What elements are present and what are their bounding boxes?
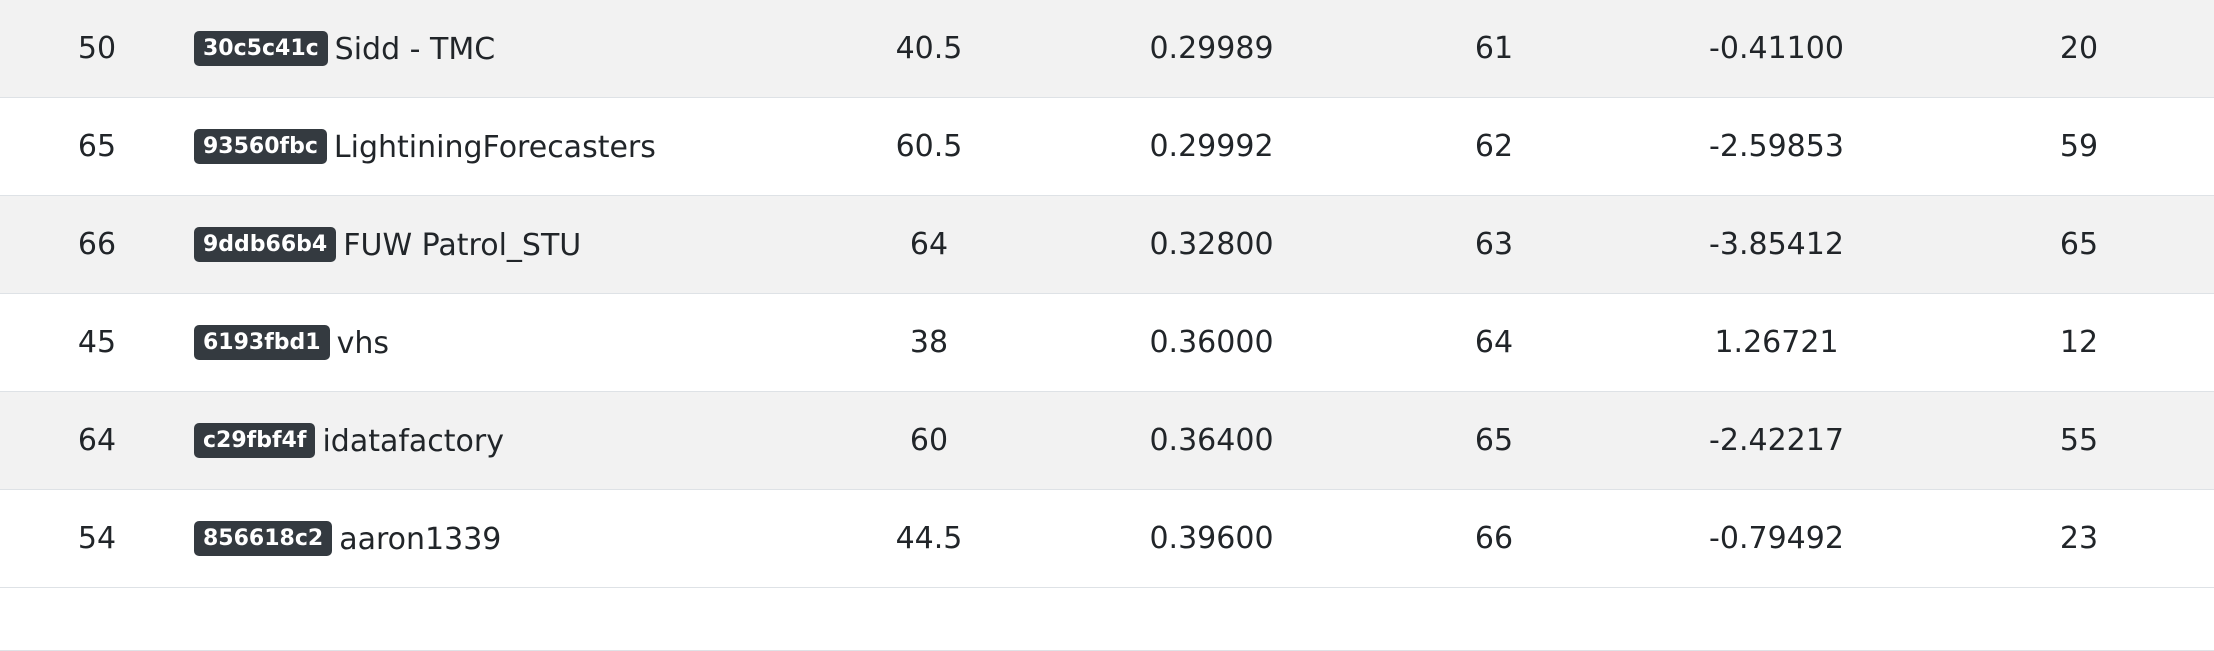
- position-cell: 65: [1379, 391, 1609, 490]
- delta-cell: -2.42217: [1609, 391, 1944, 490]
- team-name: FUW Patrol_STU: [343, 227, 582, 263]
- prev-cell: 65: [1944, 195, 2214, 294]
- hash-badge: 30c5c41c: [194, 30, 328, 66]
- prev-cell: 20: [1944, 0, 2214, 98]
- delta-cell: 1.26721: [1609, 293, 1944, 392]
- hash-badge: 856618c2: [194, 520, 333, 556]
- score-cell: 38: [814, 293, 1044, 392]
- table-row: 66 9ddb66b4 FUW Patrol_STU 64 0.32800 63 …: [0, 195, 2214, 294]
- table-row: 50 30c5c41c Sidd - TMC 40.5 0.29989 61 -0…: [0, 0, 2214, 98]
- metric-cell: 0.36400: [1044, 391, 1379, 490]
- hash-badge: 93560fbc: [194, 128, 327, 164]
- delta-cell: -2.59853: [1609, 97, 1944, 196]
- metric-cell: 0.36000: [1044, 293, 1379, 392]
- score-cell: 60: [814, 391, 1044, 490]
- team-cell: 9ddb66b4 FUW Patrol_STU: [194, 195, 814, 294]
- rank-cell: 50: [0, 0, 194, 98]
- score-cell: 40.5: [814, 0, 1044, 98]
- hash-badge: 6193fbd1: [194, 324, 330, 360]
- rank-cell: 54: [0, 489, 194, 588]
- score-cell: 64: [814, 195, 1044, 294]
- table-spacer: [0, 588, 2214, 635]
- metric-cell: 0.32800: [1044, 195, 1379, 294]
- delta-cell: -0.79492: [1609, 489, 1944, 588]
- rank-cell: 64: [0, 391, 194, 490]
- table-row: 54 856618c2 aaron1339 44.5 0.39600 66 -0.…: [0, 489, 2214, 588]
- team-cell: 6193fbd1 vhs: [194, 293, 814, 392]
- team-name: vhs: [336, 325, 390, 361]
- metric-cell: 0.39600: [1044, 489, 1379, 588]
- metric-cell: 0.29992: [1044, 97, 1379, 196]
- hash-badge: 9ddb66b4: [194, 226, 337, 262]
- prev-cell: 55: [1944, 391, 2214, 490]
- score-cell: 44.5: [814, 489, 1044, 588]
- rank-cell: 45: [0, 293, 194, 392]
- team-name: idatafactory: [322, 423, 504, 459]
- table-row: 64 c29fbf4f idatafactory 60 0.36400 65 -2…: [0, 391, 2214, 490]
- team-cell: 30c5c41c Sidd - TMC: [194, 0, 814, 98]
- team-cell: c29fbf4f idatafactory: [194, 391, 814, 490]
- rank-cell: 66: [0, 195, 194, 294]
- prev-cell: 12: [1944, 293, 2214, 392]
- table-row: 45 6193fbd1 vhs 38 0.36000 64 1.26721 12: [0, 293, 2214, 392]
- team-cell: 856618c2 aaron1339: [194, 489, 814, 588]
- team-cell: 93560fbc LightiningForecasters: [194, 97, 814, 196]
- position-cell: 63: [1379, 195, 1609, 294]
- position-cell: 61: [1379, 0, 1609, 98]
- team-name: LightiningForecasters: [333, 129, 656, 165]
- team-name: Sidd - TMC: [334, 31, 496, 67]
- position-cell: 66: [1379, 489, 1609, 588]
- rank-cell: 65: [0, 97, 194, 196]
- prev-cell: 23: [1944, 489, 2214, 588]
- leaderboard-table: 50 30c5c41c Sidd - TMC 40.5 0.29989 61 -0…: [0, 0, 2214, 588]
- score-cell: 60.5: [814, 97, 1044, 196]
- prev-cell: 59: [1944, 97, 2214, 196]
- delta-cell: -0.41100: [1609, 0, 1944, 98]
- metric-cell: 0.29989: [1044, 0, 1379, 98]
- hash-badge: c29fbf4f: [194, 422, 316, 458]
- table-row: 65 93560fbc LightiningForecasters 60.5 0.…: [0, 97, 2214, 196]
- table-bottom-divider: [0, 635, 2214, 651]
- team-name: aaron1339: [339, 521, 502, 557]
- position-cell: 62: [1379, 97, 1609, 196]
- delta-cell: -3.85412: [1609, 195, 1944, 294]
- position-cell: 64: [1379, 293, 1609, 392]
